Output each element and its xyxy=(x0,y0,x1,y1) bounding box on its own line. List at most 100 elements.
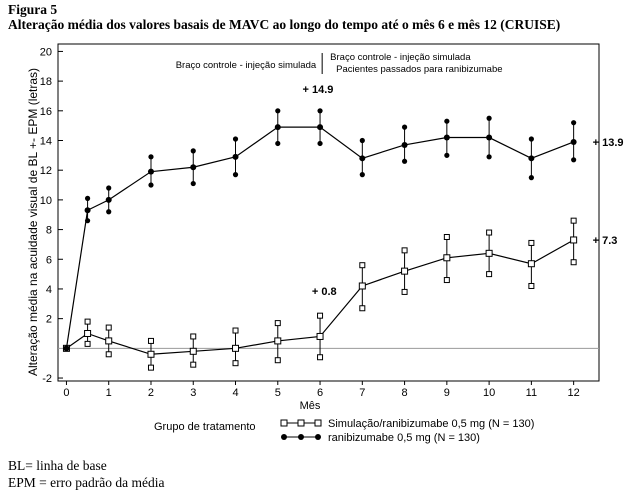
error-cap-ranibizumab xyxy=(148,154,154,160)
x-tick-label: 7 xyxy=(359,387,365,399)
x-tick-label: 12 xyxy=(568,387,580,399)
data-point-sham xyxy=(570,236,578,244)
data-point-ranibizumab xyxy=(570,138,577,145)
error-cap-sham xyxy=(570,217,577,224)
error-cap-sham xyxy=(147,337,154,344)
period1-label: Braço controle - injeção simulada xyxy=(176,60,317,71)
error-cap-sham xyxy=(486,229,493,236)
error-cap-ranibizumab xyxy=(84,195,91,201)
error-cap-ranibizumab xyxy=(359,137,365,144)
data-point-ranibizumab xyxy=(232,153,239,160)
x-tick-label: 4 xyxy=(232,387,238,399)
y-tick-label: 18 xyxy=(40,76,52,88)
x-axis-label: Mês xyxy=(300,400,321,412)
note-epm: EPM = erro padrão da média xyxy=(8,475,165,490)
error-cap-sham xyxy=(528,239,535,246)
error-cap-sham xyxy=(401,247,408,254)
error-cap-sham xyxy=(147,364,154,371)
error-cap-sham xyxy=(443,233,450,240)
error-cap-ranibizumab xyxy=(571,120,577,126)
series-line-ranibizumab xyxy=(65,126,574,349)
data-point-ranibizumab xyxy=(317,124,324,131)
x-tick-label: 2 xyxy=(148,387,154,399)
x-tick-label: 0 xyxy=(63,387,69,399)
y-tick-label: 6 xyxy=(46,254,52,266)
error-cap-ranibizumab xyxy=(528,175,534,181)
error-cap-sham xyxy=(190,361,197,368)
annotation-end-sham: + 7.3 xyxy=(593,235,618,247)
series-line-sham xyxy=(66,239,574,355)
error-cap-ranibizumab xyxy=(317,108,323,114)
error-cap-sham xyxy=(401,288,408,295)
x-tick-label: 11 xyxy=(526,387,537,399)
error-cap-ranibizumab xyxy=(232,136,239,142)
notes: BL= linha de base EPM = erro padrão da m… xyxy=(8,457,164,491)
x-tick-label: 5 xyxy=(275,387,281,399)
data-point-sham xyxy=(147,350,155,358)
y-tick-label: 8 xyxy=(46,225,52,237)
legend-entry-sham: Simulação/ranibizumabe 0,5 mg (N = 130) xyxy=(280,418,534,430)
data-point-sham xyxy=(232,344,240,352)
data-point-sham xyxy=(527,260,535,268)
error-cap-sham xyxy=(274,357,281,364)
error-cap-sham xyxy=(317,354,324,361)
plot-frame xyxy=(57,43,600,382)
figure-label: Figura 5 xyxy=(8,2,58,17)
period2-label-line1: Braço controle - injeção simulada xyxy=(330,52,471,63)
error-cap-ranibizumab xyxy=(190,180,196,187)
data-point-sham xyxy=(105,337,113,345)
error-cap-sham xyxy=(359,305,366,312)
data-point-ranibizumab xyxy=(147,168,154,175)
x-tick-label: 10 xyxy=(483,387,495,399)
error-cap-ranibizumab xyxy=(444,118,450,124)
data-point-sham xyxy=(316,332,324,340)
error-cap-sham xyxy=(190,333,197,340)
data-point-sham xyxy=(189,347,197,355)
data-point-ranibizumab xyxy=(105,196,112,203)
annotation-month6-sham: + 0.8 xyxy=(312,286,337,298)
y-tick-label: 4 xyxy=(46,284,52,296)
error-cap-sham xyxy=(528,282,535,289)
data-point-ranibizumab xyxy=(443,134,450,141)
data-point-ranibizumab xyxy=(274,124,281,131)
error-cap-ranibizumab xyxy=(275,108,281,114)
error-cap-sham xyxy=(232,360,239,367)
error-cap-sham xyxy=(570,259,577,266)
data-point-ranibizumab xyxy=(401,141,408,148)
data-point-sham xyxy=(358,282,366,290)
data-point-sham xyxy=(443,254,451,262)
error-cap-sham xyxy=(232,327,239,334)
y-tick-label: 16 xyxy=(40,106,52,118)
y-tick-label: 10 xyxy=(40,195,52,207)
error-cap-ranibizumab xyxy=(148,182,154,188)
y-tick-label: 2 xyxy=(46,314,52,326)
error-cap-ranibizumab xyxy=(232,172,239,178)
period2-label-line2: Pacientes passados para ranibizumabe xyxy=(336,64,502,75)
data-point-ranibizumab xyxy=(190,164,197,171)
legend-title: Grupo de tratamento xyxy=(154,421,256,433)
x-tick-label: 3 xyxy=(190,387,196,399)
error-cap-sham xyxy=(105,351,112,358)
error-cap-ranibizumab xyxy=(190,148,196,154)
figure-title: Alteração média dos valores basais de MA… xyxy=(8,17,561,32)
annotation-peak-ranibizumab: + 14.9 xyxy=(302,84,333,96)
y-tick-label: -2 xyxy=(42,373,52,385)
data-point-sham xyxy=(274,337,282,345)
legend-label-ranibizumab: ranibizumabe 0,5 mg (N = 130) xyxy=(328,432,480,444)
data-point-sham xyxy=(485,249,493,257)
data-point-ranibizumab xyxy=(528,155,535,162)
error-cap-sham xyxy=(443,277,450,284)
y-axis-label: Alteração média na acuidade visual de BL… xyxy=(26,68,40,376)
error-cap-ranibizumab xyxy=(84,218,91,224)
x-tick-label: 9 xyxy=(444,387,450,399)
error-cap-sham xyxy=(105,324,112,331)
error-cap-ranibizumab xyxy=(486,115,492,121)
data-point-ranibizumab xyxy=(486,134,493,141)
error-cap-ranibizumab xyxy=(106,185,112,191)
error-cap-sham xyxy=(317,312,324,319)
x-tick-label: 1 xyxy=(106,387,112,399)
y-tick-label: 14 xyxy=(40,135,52,147)
data-point-sham xyxy=(401,267,409,275)
error-cap-ranibizumab xyxy=(106,209,112,215)
